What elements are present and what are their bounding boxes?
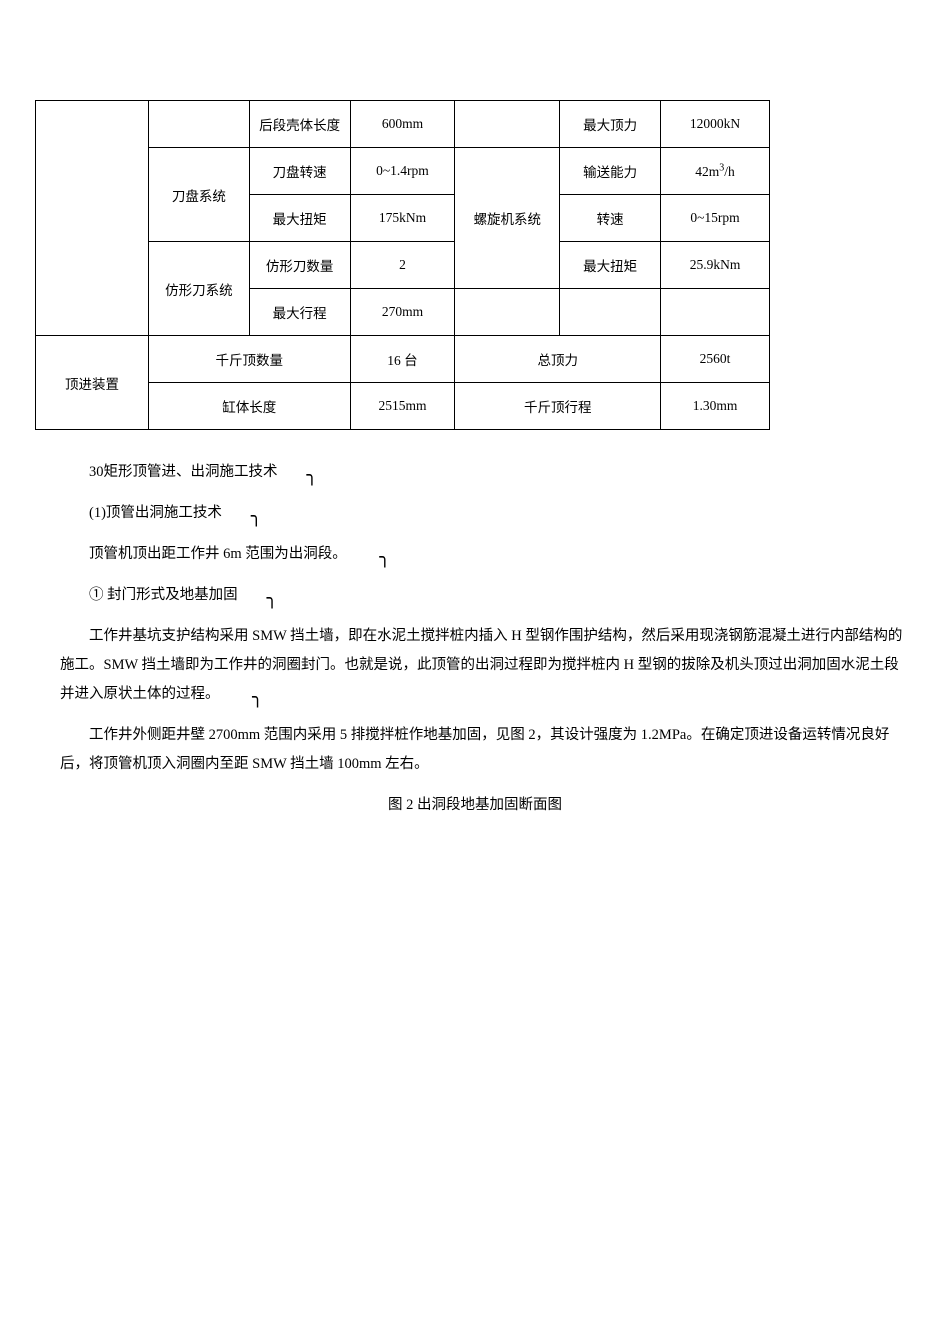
paragraph: ① 封门形式及地基加固╮ xyxy=(60,581,910,610)
cell-empty xyxy=(455,101,560,148)
hook-mark: ╮ xyxy=(350,548,390,566)
paragraph: (1)顶管出洞施工技术╮ xyxy=(60,499,910,528)
table-row: 顶进装置 千斤顶数量 16 台 总顶力 2560t xyxy=(36,336,770,383)
cell: 最大行程 xyxy=(249,289,350,336)
cell: 175kNm xyxy=(350,195,455,242)
paragraph: 顶管机顶出距工作井 6m 范围为出洞段。 ╮ xyxy=(60,540,910,569)
cell: 2 xyxy=(350,242,455,289)
cell: 仿形刀数量 xyxy=(249,242,350,289)
cell: 最大扭矩 xyxy=(560,242,661,289)
cell: 螺旋机系统 xyxy=(455,148,560,289)
paragraph: 工作井外侧距井壁 2700mm 范围内采用 5 排搅拌桩作地基加固，见图 2，其… xyxy=(60,721,910,779)
cell: 2515mm xyxy=(350,383,455,430)
cell: 最大扭矩 xyxy=(249,195,350,242)
paragraph: 工作井基坑支护结构采用 SMW 挡土墙，即在水泥土搅拌桩内插入 H 型钢作围护结… xyxy=(60,622,910,709)
figure-caption: 图 2 出洞段地基加固断面图 xyxy=(20,793,930,814)
hook-mark: ╮ xyxy=(278,466,318,484)
spec-table: 后段壳体长度 600mm 最大顶力 12000kN 刀盘系统 刀盘转速 0~1.… xyxy=(35,100,770,430)
cell: 25.9kNm xyxy=(661,242,770,289)
cell: 千斤顶数量 xyxy=(148,336,350,383)
cell: 0~1.4rpm xyxy=(350,148,455,195)
cell: 16 台 xyxy=(350,336,455,383)
hook-mark: ╮ xyxy=(238,589,278,607)
paragraph: 30矩形顶管进、出洞施工技术╮ xyxy=(60,458,910,487)
cell: 后段壳体长度 xyxy=(249,101,350,148)
value-text: 42m3/h xyxy=(695,164,735,179)
cell: 刀盘系统 xyxy=(148,148,249,242)
text: 顶管机顶出距工作井 6m 范围为出洞段。 xyxy=(89,546,350,562)
text: 工作井外侧距井壁 2700mm 范围内采用 5 排搅拌桩作地基加固，见图 2，其… xyxy=(60,727,889,772)
cell: 0~15rpm xyxy=(661,195,770,242)
cell: 千斤顶行程 xyxy=(455,383,661,430)
text: 工作井基坑支护结构采用 SMW 挡土墙，即在水泥土搅拌桩内插入 H 型钢作围护结… xyxy=(60,628,902,702)
cell: 总顶力 xyxy=(455,336,661,383)
cell-empty xyxy=(455,289,560,336)
text: 30矩形顶管进、出洞施工技术 xyxy=(89,464,278,480)
cell: 刀盘转速 xyxy=(249,148,350,195)
hook-mark: ╮ xyxy=(222,507,262,525)
cell: 仿形刀系统 xyxy=(148,242,249,336)
text: (1)顶管出洞施工技术 xyxy=(89,505,222,521)
table-row: 后段壳体长度 600mm 最大顶力 12000kN xyxy=(36,101,770,148)
cell: 600mm xyxy=(350,101,455,148)
cell: 顶进装置 xyxy=(36,336,149,430)
cell: 转速 xyxy=(560,195,661,242)
cell: 缸体长度 xyxy=(148,383,350,430)
cell: 2560t xyxy=(661,336,770,383)
cell: 12000kN xyxy=(661,101,770,148)
cell-empty xyxy=(36,101,149,336)
cell-empty xyxy=(148,101,249,148)
text: ① 封门形式及地基加固 xyxy=(89,587,238,603)
cell: 最大顶力 xyxy=(560,101,661,148)
cell: 42m3/h xyxy=(661,148,770,195)
cell: 输送能力 xyxy=(560,148,661,195)
cell-empty xyxy=(560,289,661,336)
cell: 1.30mm xyxy=(661,383,770,430)
cell: 270mm xyxy=(350,289,455,336)
cell-empty xyxy=(661,289,770,336)
hook-mark: ╮ xyxy=(223,688,263,706)
